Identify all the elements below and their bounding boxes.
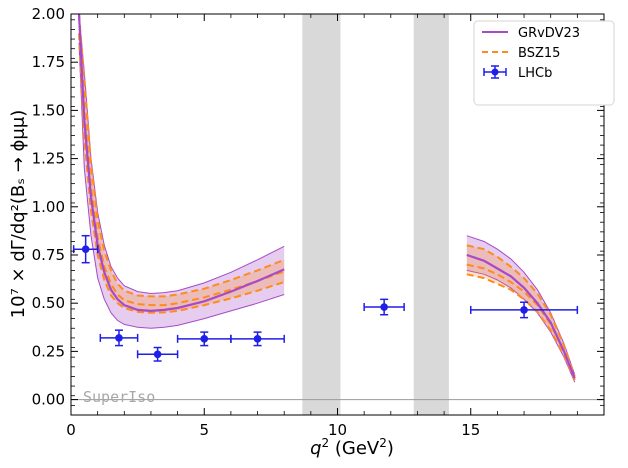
bsz15-band-0 <box>79 14 285 313</box>
legend-label-lhcb: LHCb <box>518 66 552 81</box>
excluded-regions <box>302 14 449 415</box>
lhcb-point-0 <box>72 234 99 264</box>
excluded-region-0 <box>302 14 341 415</box>
grvdv23-band-lower-edge-0 <box>78 42 285 329</box>
lhcb-point-5 <box>363 298 405 316</box>
watermark-text: SuperIso <box>83 388 155 406</box>
bsz15-center-dashed-0 <box>78 14 285 307</box>
y-tick-label-2: 0.50 <box>32 294 65 312</box>
grvdv23-band-upper-edge-0 <box>78 14 285 295</box>
y-tick-label-4: 1.00 <box>32 198 65 216</box>
bsz15-lower-dashed-1 <box>466 273 576 381</box>
y-tick-label-7: 1.75 <box>32 53 65 71</box>
lhcb-point-2 <box>136 346 179 362</box>
bsz15-upper-dashed-1 <box>466 244 576 377</box>
x-axis-title-close: ) <box>387 438 394 459</box>
y-tick-label-1: 0.25 <box>32 342 65 360</box>
y-tick-label-8: 2.00 <box>32 5 65 23</box>
y-axis-title: 10⁷ × dΓ/dq²(Bₛ → ϕμμ) <box>8 110 29 319</box>
lhcb-point-4 <box>230 331 285 347</box>
bsz15-upper-dashed-0 <box>78 14 285 298</box>
y-tick-label-3: 0.75 <box>32 246 65 264</box>
x-tick-label-2: 10 <box>328 421 347 439</box>
legend-label-bsz15: BSZ15 <box>518 46 560 61</box>
axes: 0.00 0.25 0.50 0.75 1.00 1.25 1.50 1.75 2.00 0 5 10… <box>32 5 605 439</box>
legend-swatch-lhcb <box>483 65 507 79</box>
legend-frame <box>473 20 615 106</box>
lhcb-marker-0 <box>81 245 90 254</box>
lhcb-marker-1 <box>115 334 123 342</box>
grvdv23-center-line-1 <box>466 253 576 379</box>
excluded-region-1 <box>413 14 449 415</box>
legend-label-grvdv23: GRvDV23 <box>518 26 580 41</box>
lhcb-marker-4 <box>253 335 262 343</box>
lhcb-point-6 <box>470 301 579 319</box>
lhcb-point-3 <box>176 331 232 347</box>
curves <box>77 14 576 381</box>
y-tick-label-0: 0.00 <box>32 391 65 409</box>
grvdv23-center-line-0 <box>77 14 285 313</box>
y-tick-label-5: 1.25 <box>32 150 65 168</box>
x-axis-title-main: q <box>310 438 321 459</box>
grvdv23-band-0 <box>79 14 285 329</box>
x-axis-title-unit-sup: 2 <box>379 436 387 450</box>
y-tick-label-6: 1.50 <box>32 101 65 119</box>
x-axis-title-unit: (GeV <box>329 438 380 459</box>
bsz15-band-1 <box>466 245 575 381</box>
lhcb-marker-3 <box>200 335 209 343</box>
bsz15-lower-dashed-0 <box>78 33 285 314</box>
x-tick-label-1: 5 <box>199 421 209 439</box>
lhcb-marker-6 <box>520 306 528 314</box>
x-axis-title: q2 (GeV2) <box>310 436 394 459</box>
x-tick-label-0: 0 <box>66 421 76 439</box>
lhcb-point-1 <box>99 329 139 347</box>
x-axis-title-sup: 2 <box>322 436 330 450</box>
lhcb-marker-5 <box>380 303 388 311</box>
lhcb-marker-2 <box>153 350 162 359</box>
lhcb-data-points <box>72 234 579 362</box>
x-tick-label-3: 15 <box>461 421 480 439</box>
legend: GRvDV23 BSZ15 LHCb <box>473 20 615 106</box>
